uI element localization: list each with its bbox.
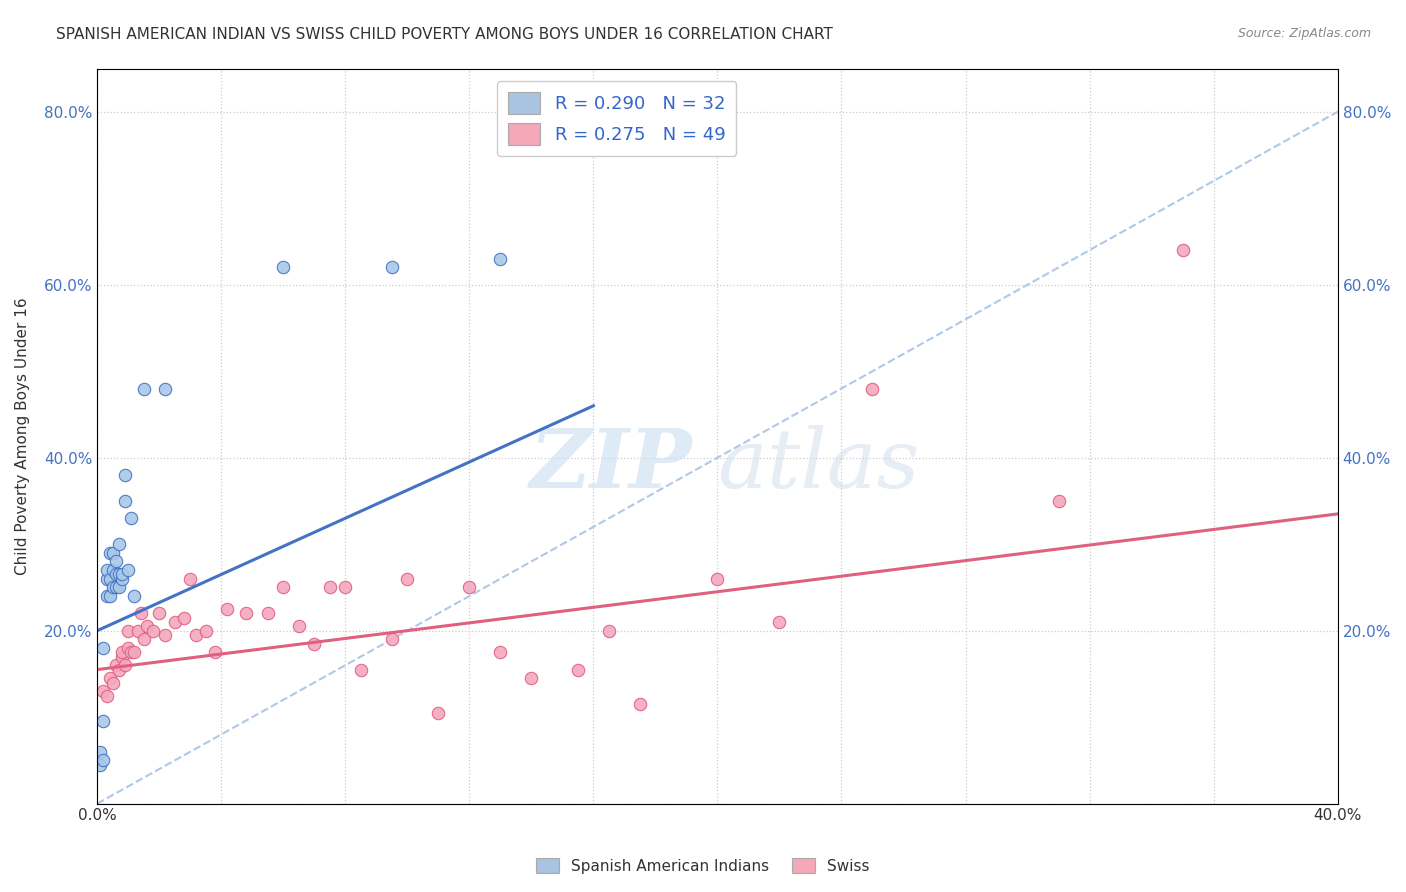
Point — [520, 671, 543, 685]
Point — [108, 663, 131, 677]
Point — [458, 581, 481, 595]
Point — [108, 567, 131, 582]
Point — [108, 581, 131, 595]
Point — [96, 572, 118, 586]
Point — [163, 615, 186, 629]
Point — [93, 684, 115, 698]
Point — [350, 663, 373, 677]
Point — [108, 537, 131, 551]
Point — [489, 645, 512, 659]
Point — [288, 619, 311, 633]
Point — [93, 640, 115, 655]
Text: atlas: atlas — [717, 425, 920, 506]
Point — [155, 628, 177, 642]
Point — [117, 640, 139, 655]
Point — [117, 624, 139, 638]
Point — [304, 637, 326, 651]
Point — [104, 567, 127, 582]
Point — [381, 260, 404, 275]
Point — [427, 706, 450, 720]
Point — [142, 624, 165, 638]
Text: ZIP: ZIP — [530, 425, 693, 506]
Point — [114, 467, 136, 482]
Point — [489, 252, 512, 266]
Point — [598, 624, 620, 638]
Point — [111, 649, 134, 664]
Point — [111, 572, 134, 586]
Point — [104, 581, 127, 595]
Point — [96, 689, 118, 703]
Point — [93, 714, 115, 729]
Point — [862, 382, 884, 396]
Point — [101, 546, 124, 560]
Point — [114, 658, 136, 673]
Point — [186, 628, 208, 642]
Point — [1047, 494, 1070, 508]
Point — [235, 607, 257, 621]
Point — [396, 572, 419, 586]
Point — [101, 675, 124, 690]
Point — [319, 581, 342, 595]
Point — [271, 581, 294, 595]
Point — [98, 589, 121, 603]
Point — [132, 382, 155, 396]
Point — [104, 554, 127, 568]
Text: SPANISH AMERICAN INDIAN VS SWISS CHILD POVERTY AMONG BOYS UNDER 16 CORRELATION C: SPANISH AMERICAN INDIAN VS SWISS CHILD P… — [56, 27, 834, 42]
Point — [111, 567, 134, 582]
Point — [98, 572, 121, 586]
Point — [124, 645, 146, 659]
Point — [129, 607, 152, 621]
Point — [628, 697, 651, 711]
Point — [381, 632, 404, 647]
Point — [124, 589, 146, 603]
Point — [335, 581, 357, 595]
Point — [706, 572, 728, 586]
Point — [1171, 243, 1194, 257]
Point — [120, 511, 142, 525]
Point — [768, 615, 790, 629]
Point — [179, 572, 201, 586]
Point — [148, 607, 170, 621]
Y-axis label: Child Poverty Among Boys Under 16: Child Poverty Among Boys Under 16 — [15, 297, 30, 574]
Legend: Spanish American Indians, Swiss: Spanish American Indians, Swiss — [530, 852, 876, 880]
Point — [567, 663, 589, 677]
Point — [135, 619, 157, 633]
Point — [111, 645, 134, 659]
Point — [89, 757, 111, 772]
Point — [132, 632, 155, 647]
Point — [101, 581, 124, 595]
Point — [114, 494, 136, 508]
Text: Source: ZipAtlas.com: Source: ZipAtlas.com — [1237, 27, 1371, 40]
Point — [96, 589, 118, 603]
Point — [93, 753, 115, 767]
Point — [173, 610, 195, 624]
Point — [98, 671, 121, 685]
Legend: R = 0.290   N = 32, R = 0.275   N = 49: R = 0.290 N = 32, R = 0.275 N = 49 — [496, 81, 737, 156]
Point — [271, 260, 294, 275]
Point — [194, 624, 217, 638]
Point — [98, 546, 121, 560]
Point — [89, 745, 111, 759]
Point — [155, 382, 177, 396]
Point — [204, 645, 226, 659]
Point — [101, 563, 124, 577]
Point — [96, 563, 118, 577]
Point — [117, 563, 139, 577]
Point — [104, 658, 127, 673]
Point — [120, 645, 142, 659]
Point — [256, 607, 278, 621]
Point — [127, 624, 149, 638]
Point — [217, 602, 239, 616]
